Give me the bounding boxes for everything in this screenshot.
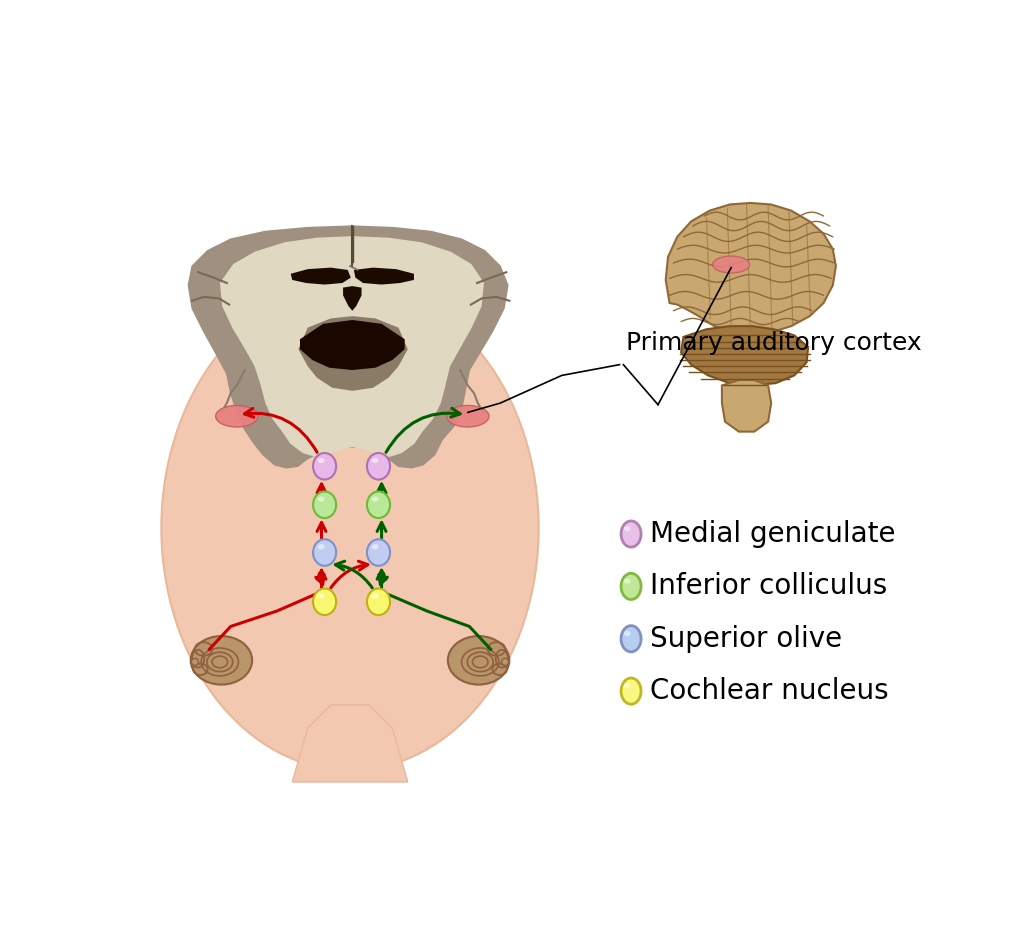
- Ellipse shape: [624, 630, 631, 636]
- Ellipse shape: [190, 636, 252, 685]
- Ellipse shape: [372, 545, 379, 549]
- Ellipse shape: [372, 593, 379, 599]
- FancyArrowPatch shape: [377, 522, 386, 538]
- Polygon shape: [292, 705, 408, 782]
- Ellipse shape: [621, 521, 641, 547]
- Polygon shape: [354, 268, 414, 285]
- Ellipse shape: [317, 496, 325, 502]
- Text: Cochlear nucleus: Cochlear nucleus: [649, 677, 888, 705]
- FancyArrowPatch shape: [245, 408, 317, 452]
- Ellipse shape: [216, 405, 258, 427]
- Ellipse shape: [624, 683, 631, 688]
- Text: Primary auditory cortex: Primary auditory cortex: [626, 331, 922, 355]
- Ellipse shape: [372, 496, 379, 502]
- Polygon shape: [343, 286, 361, 311]
- Ellipse shape: [313, 491, 336, 518]
- Polygon shape: [666, 203, 836, 333]
- Ellipse shape: [317, 545, 325, 549]
- Ellipse shape: [621, 626, 641, 652]
- Polygon shape: [298, 316, 408, 390]
- Ellipse shape: [317, 458, 325, 463]
- Text: Inferior colliculus: Inferior colliculus: [649, 573, 887, 601]
- Ellipse shape: [367, 539, 390, 566]
- Ellipse shape: [372, 458, 379, 463]
- FancyArrowPatch shape: [317, 484, 326, 493]
- Ellipse shape: [367, 453, 390, 479]
- Ellipse shape: [162, 285, 539, 771]
- FancyArrowPatch shape: [377, 484, 386, 493]
- Ellipse shape: [313, 588, 336, 616]
- Ellipse shape: [502, 658, 509, 666]
- Ellipse shape: [313, 453, 336, 479]
- FancyArrowPatch shape: [317, 571, 326, 587]
- Ellipse shape: [447, 636, 509, 685]
- Ellipse shape: [313, 539, 336, 566]
- FancyArrowPatch shape: [336, 561, 373, 588]
- Text: Superior olive: Superior olive: [649, 625, 842, 653]
- Ellipse shape: [317, 593, 325, 599]
- Ellipse shape: [446, 405, 489, 427]
- Polygon shape: [722, 380, 771, 432]
- Polygon shape: [188, 226, 508, 468]
- Ellipse shape: [191, 658, 199, 666]
- Ellipse shape: [624, 578, 631, 584]
- Ellipse shape: [624, 526, 631, 531]
- FancyArrowPatch shape: [377, 571, 386, 587]
- Polygon shape: [300, 320, 404, 370]
- FancyArrowPatch shape: [317, 522, 326, 538]
- Polygon shape: [220, 237, 483, 457]
- FancyArrowPatch shape: [386, 408, 460, 452]
- Ellipse shape: [713, 256, 750, 273]
- Ellipse shape: [367, 491, 390, 518]
- FancyArrowPatch shape: [331, 561, 368, 588]
- Text: Medial geniculate: Medial geniculate: [649, 520, 895, 548]
- Ellipse shape: [621, 573, 641, 600]
- Polygon shape: [681, 326, 808, 386]
- Ellipse shape: [621, 678, 641, 704]
- Polygon shape: [291, 268, 351, 285]
- Ellipse shape: [367, 588, 390, 616]
